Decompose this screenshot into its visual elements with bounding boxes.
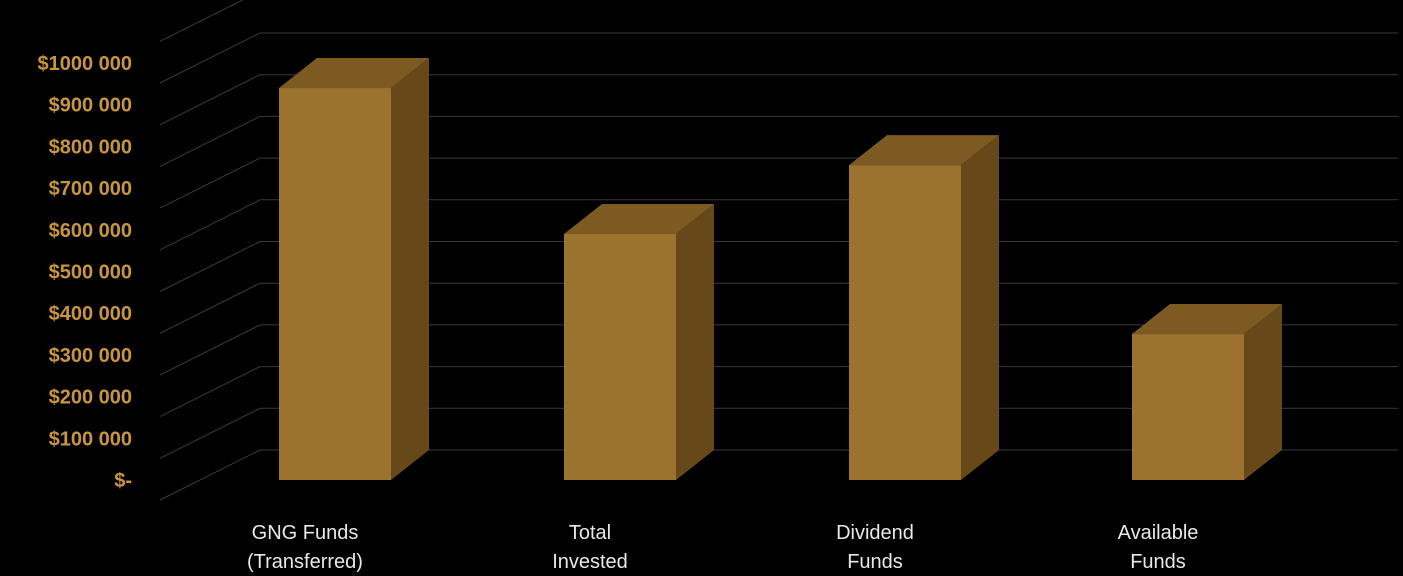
y-axis-ticks: $- $100 000 $200 000 $300 000 $400 000 $500 0… xyxy=(37,53,132,492)
y-tick-label: $700 000 xyxy=(49,178,132,200)
x-tick-line: GNG Funds xyxy=(252,522,359,544)
gridline-diagonal xyxy=(159,74,261,126)
y-tick-label: $600 000 xyxy=(49,220,132,242)
y-tick-label: $1000 000 xyxy=(37,53,132,75)
x-tick-label: Available Funds xyxy=(1118,522,1199,573)
y-tick-label: $200 000 xyxy=(49,387,132,409)
gridline-diagonal xyxy=(159,407,261,459)
x-tick-label: Total Invested xyxy=(552,522,628,573)
y-tick-label: $- xyxy=(114,470,132,492)
bar-front xyxy=(1132,334,1244,480)
y-tick-label: $500 000 xyxy=(49,262,132,284)
gridline-diagonal xyxy=(159,157,261,209)
gridline-diagonal xyxy=(159,0,244,42)
bar-top xyxy=(564,203,714,234)
gridline-diagonal xyxy=(159,449,261,501)
bar-side xyxy=(676,203,714,480)
bar-top xyxy=(1132,304,1282,335)
bar-3 xyxy=(849,135,999,481)
y-tick-label: $400 000 xyxy=(49,303,132,325)
gridline-diagonal xyxy=(159,241,261,292)
gridline-diagonal xyxy=(159,366,261,418)
x-tick-line: Dividend xyxy=(836,522,914,544)
bar-2 xyxy=(564,203,714,480)
y-tick-label: $900 000 xyxy=(49,95,132,117)
gridline-diagonal xyxy=(159,115,261,167)
bar-4 xyxy=(1132,304,1282,480)
x-tick-line: Funds xyxy=(1130,551,1186,573)
bars xyxy=(279,58,1282,481)
bar-side xyxy=(961,135,999,481)
bar-top xyxy=(279,58,429,89)
x-tick-label: GNG Funds (Transferred) xyxy=(247,522,363,573)
bar-top xyxy=(849,135,999,166)
bar-front xyxy=(564,233,676,480)
gridline-diagonal xyxy=(159,199,261,251)
bar-side xyxy=(391,58,429,481)
y-tick-label: $300 000 xyxy=(49,345,132,367)
bar-front xyxy=(849,165,961,481)
gridline-diagonal xyxy=(159,32,261,84)
gridlines xyxy=(159,0,1398,501)
x-tick-line: Available xyxy=(1118,522,1199,544)
x-tick-line: Funds xyxy=(847,551,903,573)
bar-side xyxy=(1244,304,1282,480)
x-tick-line: Invested xyxy=(552,551,628,573)
bar-front xyxy=(279,88,391,481)
x-axis-ticks: GNG Funds (Transferred) Total Invested Divid… xyxy=(247,522,1198,573)
gridline-diagonal xyxy=(159,282,261,334)
gridline-diagonal xyxy=(159,324,261,376)
y-tick-label: $800 000 xyxy=(49,136,132,158)
x-tick-line: Total xyxy=(569,522,611,544)
bar-1 xyxy=(279,58,429,481)
x-tick-line: (Transferred) xyxy=(247,551,363,573)
x-tick-label: Dividend Funds xyxy=(836,522,914,573)
y-tick-label: $100 000 xyxy=(49,428,132,450)
